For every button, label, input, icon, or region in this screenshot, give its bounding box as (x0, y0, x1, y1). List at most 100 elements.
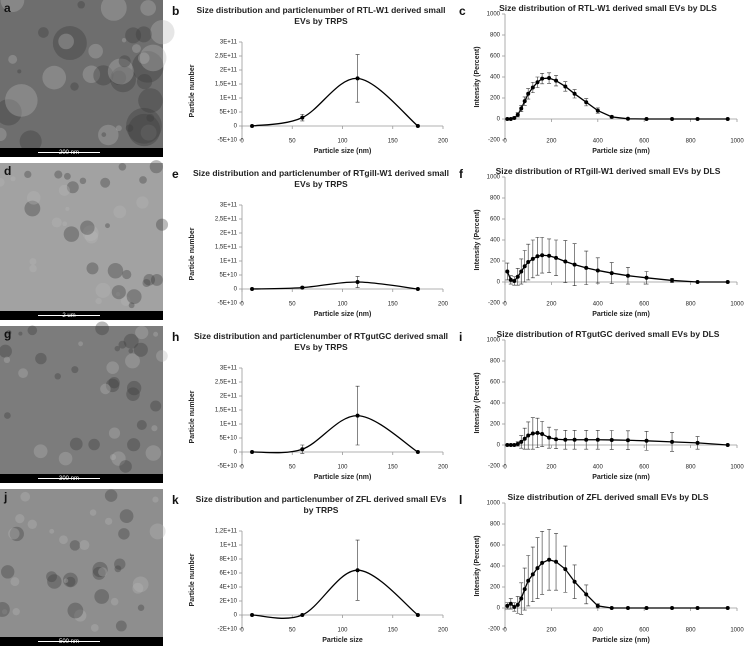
chart-title: Size distribution of RTgutGC derived sma… (496, 329, 720, 339)
texture (131, 51, 164, 83)
micrograph (0, 163, 163, 311)
data-point (695, 117, 700, 121)
y-tick-label: 0 (497, 117, 501, 123)
texture (140, 0, 157, 16)
texture (4, 412, 11, 419)
texture (126, 107, 162, 144)
data-point (540, 253, 545, 258)
texture (24, 200, 41, 217)
texture (19, 130, 42, 153)
texture (86, 262, 99, 275)
data-point (695, 606, 700, 610)
texture (63, 226, 80, 242)
data-point (625, 273, 630, 278)
data-line (506, 254, 728, 283)
texture (46, 571, 57, 583)
texture (69, 437, 83, 451)
x-tick-label: 400 (593, 139, 604, 145)
texture (128, 348, 134, 354)
x-tick-label: 0 (240, 465, 244, 471)
data-point (300, 115, 305, 120)
data-point (519, 439, 524, 444)
data-point (535, 430, 540, 435)
texture (109, 454, 116, 461)
data-line (252, 281, 418, 290)
texture (98, 567, 108, 577)
texture (90, 624, 99, 632)
texture (100, 0, 127, 21)
texture (118, 340, 127, 349)
texture (123, 333, 139, 349)
y-axis-title: Particle number (189, 390, 196, 443)
panel-letter: l (459, 493, 462, 507)
data-point (355, 76, 360, 81)
texture (77, 1, 85, 9)
texture (89, 509, 97, 516)
x-tick-label: 400 (593, 302, 604, 308)
x-axis-title: Particle size (nm) (592, 311, 650, 318)
texture (58, 184, 70, 196)
data-line (507, 432, 728, 446)
data-point (300, 447, 305, 452)
x-tick-label: 200 (546, 139, 557, 145)
x-tick-label: 200 (438, 139, 449, 145)
data-point (563, 84, 568, 89)
y-tick-label: 600 (490, 54, 501, 60)
texture (152, 496, 159, 503)
data-point (522, 587, 527, 592)
texture (71, 366, 79, 374)
y-tick-label: -5E+10 (217, 464, 237, 470)
x-tick-label: 150 (388, 302, 399, 308)
texture (20, 491, 31, 502)
texture (119, 509, 134, 523)
texture (120, 296, 131, 306)
chart-title: Size distribution of RTL-W1 derived smal… (499, 3, 717, 13)
y-tick-label: -200 (488, 138, 501, 144)
y-tick-label: 8E+10 (219, 557, 237, 563)
x-tick-label: 800 (686, 139, 697, 145)
y-axis-title: Intensity (Percent) (474, 209, 481, 270)
data-point (670, 439, 675, 444)
data-point (355, 280, 360, 284)
y-tick-label: 2,5E+11 (215, 54, 238, 60)
x-tick-label: 50 (289, 139, 296, 145)
y-tick-label: 2,5E+11 (215, 217, 238, 223)
y-tick-label: 2E+10 (219, 599, 237, 605)
x-tick-label: 0 (503, 465, 507, 471)
texture (104, 517, 113, 525)
y-tick-label: 2E+11 (220, 68, 238, 74)
texture (111, 285, 126, 300)
data-point (512, 115, 517, 120)
texture (132, 582, 144, 594)
data-point (670, 117, 675, 121)
texture (111, 70, 127, 86)
texture (15, 514, 25, 524)
texture (54, 170, 63, 179)
data-point (535, 254, 540, 259)
texture (8, 54, 18, 64)
scale-bar-label: 200 nm (59, 150, 79, 156)
data-point (547, 435, 552, 440)
data-point (515, 112, 520, 117)
panel-letter: d (4, 164, 11, 178)
texture (88, 438, 100, 451)
texture (29, 264, 37, 273)
texture (135, 26, 152, 43)
y-tick-label: -5E+10 (217, 301, 237, 307)
data-point (584, 100, 589, 105)
y-tick-label: 200 (490, 259, 501, 265)
chart-title: Size distribution and particlenumber of … (195, 494, 447, 515)
y-tick-label: 5E+10 (219, 436, 237, 442)
data-point (695, 440, 700, 445)
texture (66, 181, 79, 194)
texture (139, 44, 167, 72)
texture (0, 127, 7, 142)
texture (100, 383, 111, 395)
data-point (725, 606, 730, 610)
chart-title: Size distribution and particlenumber of … (193, 168, 449, 189)
x-tick-label: 600 (639, 302, 650, 308)
x-tick-label: 0 (503, 628, 507, 634)
texture (63, 578, 69, 584)
data-point (609, 606, 614, 610)
